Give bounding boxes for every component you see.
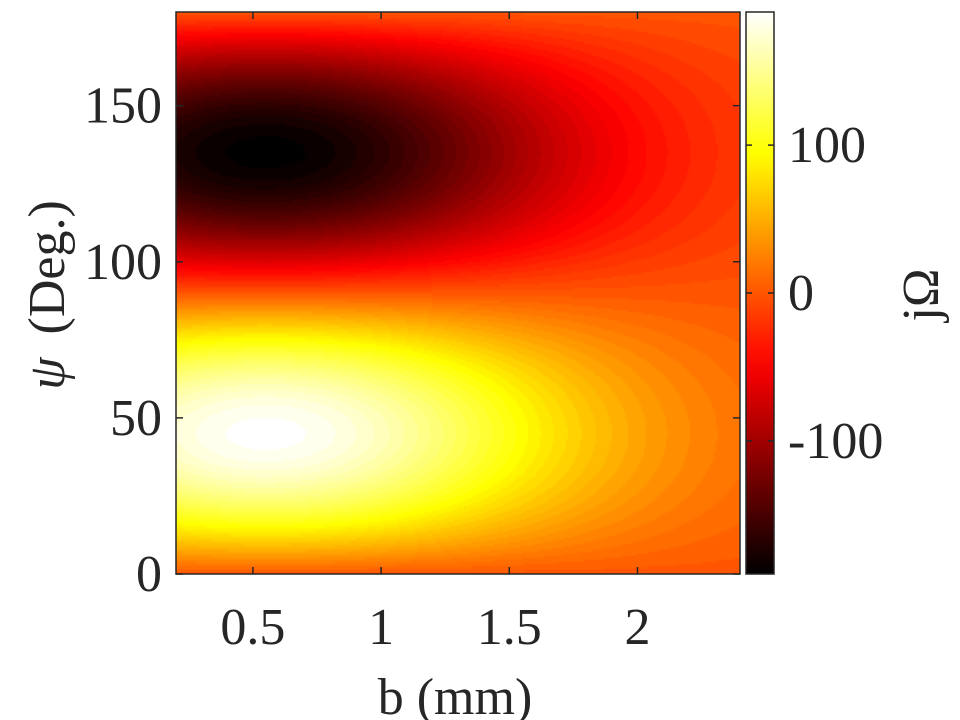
y-axis-label-symbol: ψ: [19, 356, 76, 390]
x-tick-label: 1: [368, 599, 394, 656]
colorbar-label: jΩ: [893, 268, 950, 323]
x-axis-label: b (mm): [378, 669, 533, 720]
y-tick-label: 50: [110, 390, 162, 447]
y-tick-label: 100: [84, 234, 162, 291]
colorbar-tick-label: -100: [788, 413, 883, 470]
x-ticks: 0.5 1 1.5 2: [220, 12, 650, 656]
y-axis-label: ψ (Deg.): [19, 200, 76, 390]
y-ticks: 0 50 100 150: [84, 78, 740, 603]
x-tick-label: 0.5: [220, 599, 285, 656]
y-tick-label: 150: [84, 78, 162, 135]
colorbar-tick-label: 0: [788, 265, 814, 322]
plot-frame: [175, 11, 741, 575]
x-tick-label: 1.5: [477, 599, 542, 656]
colorbar: -100 0 100 jΩ: [745, 11, 950, 575]
heatmap-field: [176, 12, 740, 574]
x-tick-label: 2: [624, 599, 650, 656]
colorbar-ticks: -100 0 100: [746, 117, 883, 470]
svg-text:ψ (Deg.): ψ (Deg.): [19, 200, 76, 390]
y-tick-label: 0: [136, 546, 162, 603]
heatmap-plot-area: 0.5 1 1.5 2 0 50 100 150: [84, 11, 741, 656]
y-axis-label-text: (Deg.): [19, 200, 76, 334]
colorbar-tick-label: 100: [788, 117, 866, 174]
